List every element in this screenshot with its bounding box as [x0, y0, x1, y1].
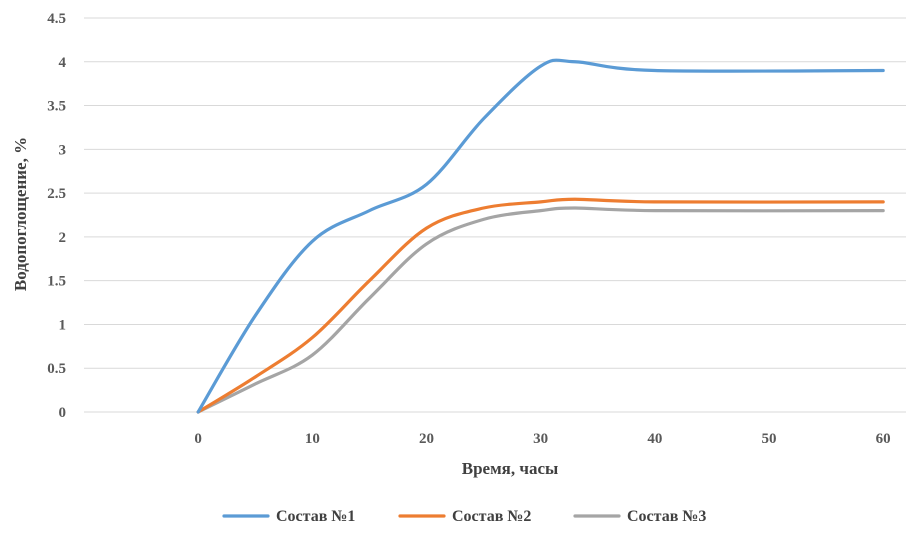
y-tick-label: 2 — [59, 230, 67, 246]
x-tick-label: 30 — [533, 431, 548, 447]
x-tick-label: 10 — [305, 431, 320, 447]
y-tick-label: 1 — [59, 317, 67, 333]
series-lines — [196, 58, 885, 414]
y-tick-label: 2.5 — [47, 186, 66, 202]
y-axis-ticks: 0 0.5 1 1.5 2 2.5 3 3.5 4 4.5 — [47, 11, 66, 421]
x-tick-label: 50 — [762, 431, 777, 447]
x-axis-ticks: 0 10 20 30 40 50 60 — [194, 431, 890, 447]
x-tick-label: 20 — [419, 431, 434, 447]
y-tick-label: 4 — [59, 55, 67, 71]
grid-lines — [84, 17, 906, 413]
legend: Состав №1 Состав №2 Состав №3 — [222, 508, 706, 525]
series-line-3 — [196, 206, 885, 414]
x-axis-title: Время, часы — [462, 459, 559, 478]
legend-label-3: Состав №3 — [627, 508, 706, 525]
series-line-1 — [196, 58, 885, 414]
y-tick-label: 4.5 — [47, 11, 66, 27]
x-tick-label: 0 — [194, 431, 202, 447]
y-tick-label: 0 — [59, 405, 67, 421]
y-tick-label: 3.5 — [47, 99, 66, 115]
x-tick-label: 40 — [647, 431, 662, 447]
x-tick-label: 60 — [876, 431, 891, 447]
legend-label-1: Состав №1 — [276, 508, 355, 525]
y-tick-label: 1.5 — [47, 274, 66, 290]
y-axis-title: Водопоглощение, % — [11, 137, 30, 291]
series-line-2 — [196, 197, 885, 414]
y-tick-label: 3 — [59, 142, 67, 158]
legend-label-2: Состав №2 — [452, 508, 531, 525]
y-tick-label: 0.5 — [47, 361, 66, 377]
